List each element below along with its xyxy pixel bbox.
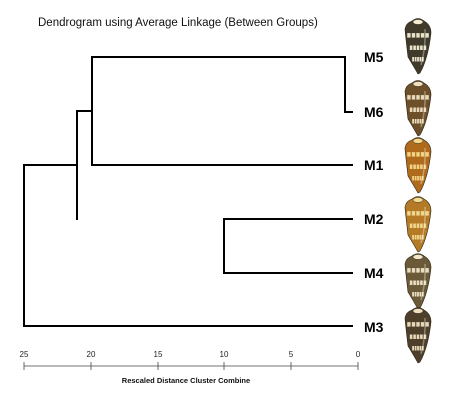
distance-axis: 25 20 15 10 5 0 Rescaled Distance Cluste… <box>20 350 361 385</box>
leaf-labels: M5 M6 M1 M2 M4 M3 <box>364 49 384 335</box>
tick-label: 15 <box>154 350 163 359</box>
shell-m1-icon <box>404 137 432 194</box>
shell-images <box>404 18 432 364</box>
leaf-label-m1: M1 <box>364 157 384 173</box>
leaf-label-m4: M4 <box>364 265 384 281</box>
shell-m4-icon <box>404 253 432 310</box>
leaf-label-m6: M6 <box>364 104 384 120</box>
tick-label: 25 <box>20 350 29 359</box>
dendrogram-tree <box>23 56 353 327</box>
tick-label: 10 <box>220 350 229 359</box>
leaf-label-m3: M3 <box>364 319 384 335</box>
shell-m5-icon <box>404 18 432 75</box>
leaf-label-m5: M5 <box>364 49 384 65</box>
shell-m6-icon <box>404 80 432 137</box>
shell-m3-icon <box>404 307 432 364</box>
chart-title: Dendrogram using Average Linkage (Betwee… <box>38 17 318 29</box>
leaf-label-m2: M2 <box>364 211 384 227</box>
tick-label: 0 <box>356 350 361 359</box>
shell-m2-icon <box>404 196 432 253</box>
tick-label: 5 <box>289 350 294 359</box>
tick-label: 20 <box>87 350 96 359</box>
axis-title: Rescaled Distance Cluster Combine <box>122 376 250 385</box>
